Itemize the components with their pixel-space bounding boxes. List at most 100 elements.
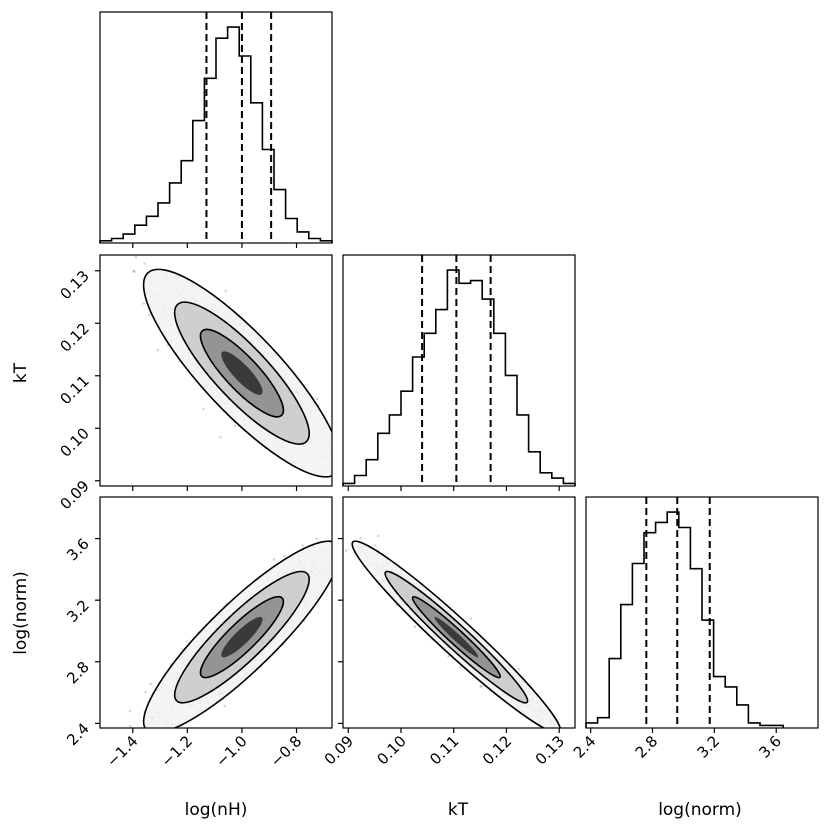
scatter-point [134,255,138,259]
scatter-lognH-lognorm [101,531,349,759]
xlabel-lognorm: log(norm) [658,800,742,820]
scatter-point [315,397,319,401]
scatter-point [143,262,146,265]
xlabel-lognH: log(nH) [185,800,248,820]
scatter-point [301,544,304,547]
xtick-label-lognH: −1.0 [212,732,250,770]
scatter-point [458,666,462,669]
scatter-point [315,537,318,540]
scatter-point [517,667,521,671]
scatter-point [413,625,417,628]
hist-step-lognorm [585,511,784,728]
scatter-point [346,583,349,586]
scatter-point [146,744,149,747]
xtick-label-kT: 0.10 [373,732,409,768]
scatter-point [101,753,104,756]
xtick-label-lognorm: 3.2 [694,732,724,762]
scatter-point [157,729,160,732]
xtick-label-lognH: −0.8 [267,732,305,770]
scatter-point [142,302,145,305]
scatter-lognH-kT [111,232,361,503]
scatter-point [359,536,363,540]
xtick-label-lognorm: 2.8 [632,732,662,762]
panel-frame-lognH [99,11,333,244]
contour-level-3 [221,351,263,395]
scatter-point [219,435,222,439]
scatter-point [345,549,348,552]
ylabel-lognorm: log(norm) [11,571,31,655]
scatter-point [322,498,325,501]
ytick-label-lognorm: 2.8 [63,658,93,688]
scatter-point [447,655,450,658]
xlabel-kT: kT [448,800,469,820]
xtick-label-kT: 0.13 [532,732,568,768]
scatter-point [185,640,189,643]
hist-lognorm [585,497,784,728]
xtick-label-lognorm: 2.4 [570,732,600,762]
scatter-point [377,534,380,538]
scatter-point [283,554,286,558]
scatter-point [133,270,136,273]
scatter-point [324,500,327,503]
scatter-point [480,685,483,688]
ytick-label-kT: 0.11 [56,372,92,408]
scatter-point [223,704,227,708]
scatter-point [339,524,342,527]
scatter-point [272,558,276,561]
panel-frame-kT [342,254,576,487]
scatter-point [111,232,114,235]
ytick-label-lognorm: 3.6 [63,535,93,565]
ytick-label-kT: 0.13 [56,267,92,303]
panel-frame-kT-lognorm [342,496,576,729]
hist-step-kT [342,269,576,486]
xtick-label-kT: 0.09 [321,732,357,768]
hist-step-lognH [99,26,333,243]
scatter-point [149,682,153,685]
scatter-point [585,761,588,764]
scatter-point [233,424,237,428]
scatter-point [345,564,348,567]
xtick-label-lognorm: 3.6 [755,732,785,762]
scatter-point [129,724,132,728]
scatter-point [161,734,164,737]
xtick-label-kT: 0.12 [479,732,515,768]
xtick-label-lognH: −1.4 [103,732,141,770]
scatter-point [358,461,361,464]
ytick-label-lognorm: 2.4 [63,720,93,750]
panel-frame-lognH-kT [99,254,333,487]
scatter-point [132,269,135,273]
panel-frame-lognorm [585,496,819,729]
xtick-label-kT: 0.11 [426,732,462,768]
scatter-point [156,348,159,352]
scatter-kT-lognorm [322,498,588,764]
scatter-point [202,407,205,411]
scatter-point [150,729,153,732]
scatter-point [148,313,151,317]
ytick-label-kT: 0.09 [56,477,92,513]
hist-lognH [99,12,333,243]
scatter-point [373,544,376,547]
contour-level-3 [221,616,263,658]
scatter-point [144,690,148,694]
contour-level-3 [434,616,479,658]
xtick-label-lognH: −1.2 [158,732,196,770]
scatter-point [135,756,138,759]
scatter-point [143,731,146,734]
panel-frame-lognH-lognorm [99,496,333,729]
scatter-point [338,571,341,574]
scatter-point [338,559,341,562]
scatter-point [224,289,227,293]
ytick-label-lognorm: 3.2 [63,596,93,626]
scatter-point [338,531,341,534]
scatter-point [344,470,347,473]
scatter-point [142,741,145,744]
scatter-point [469,617,473,620]
scatter-point [553,729,556,732]
scatter-point [479,685,482,688]
ytick-label-kT: 0.12 [56,319,92,355]
scatter-point [128,710,132,713]
ylabel-kT: kT [11,362,31,383]
scatter-point [566,739,569,742]
hist-kT [342,255,576,486]
